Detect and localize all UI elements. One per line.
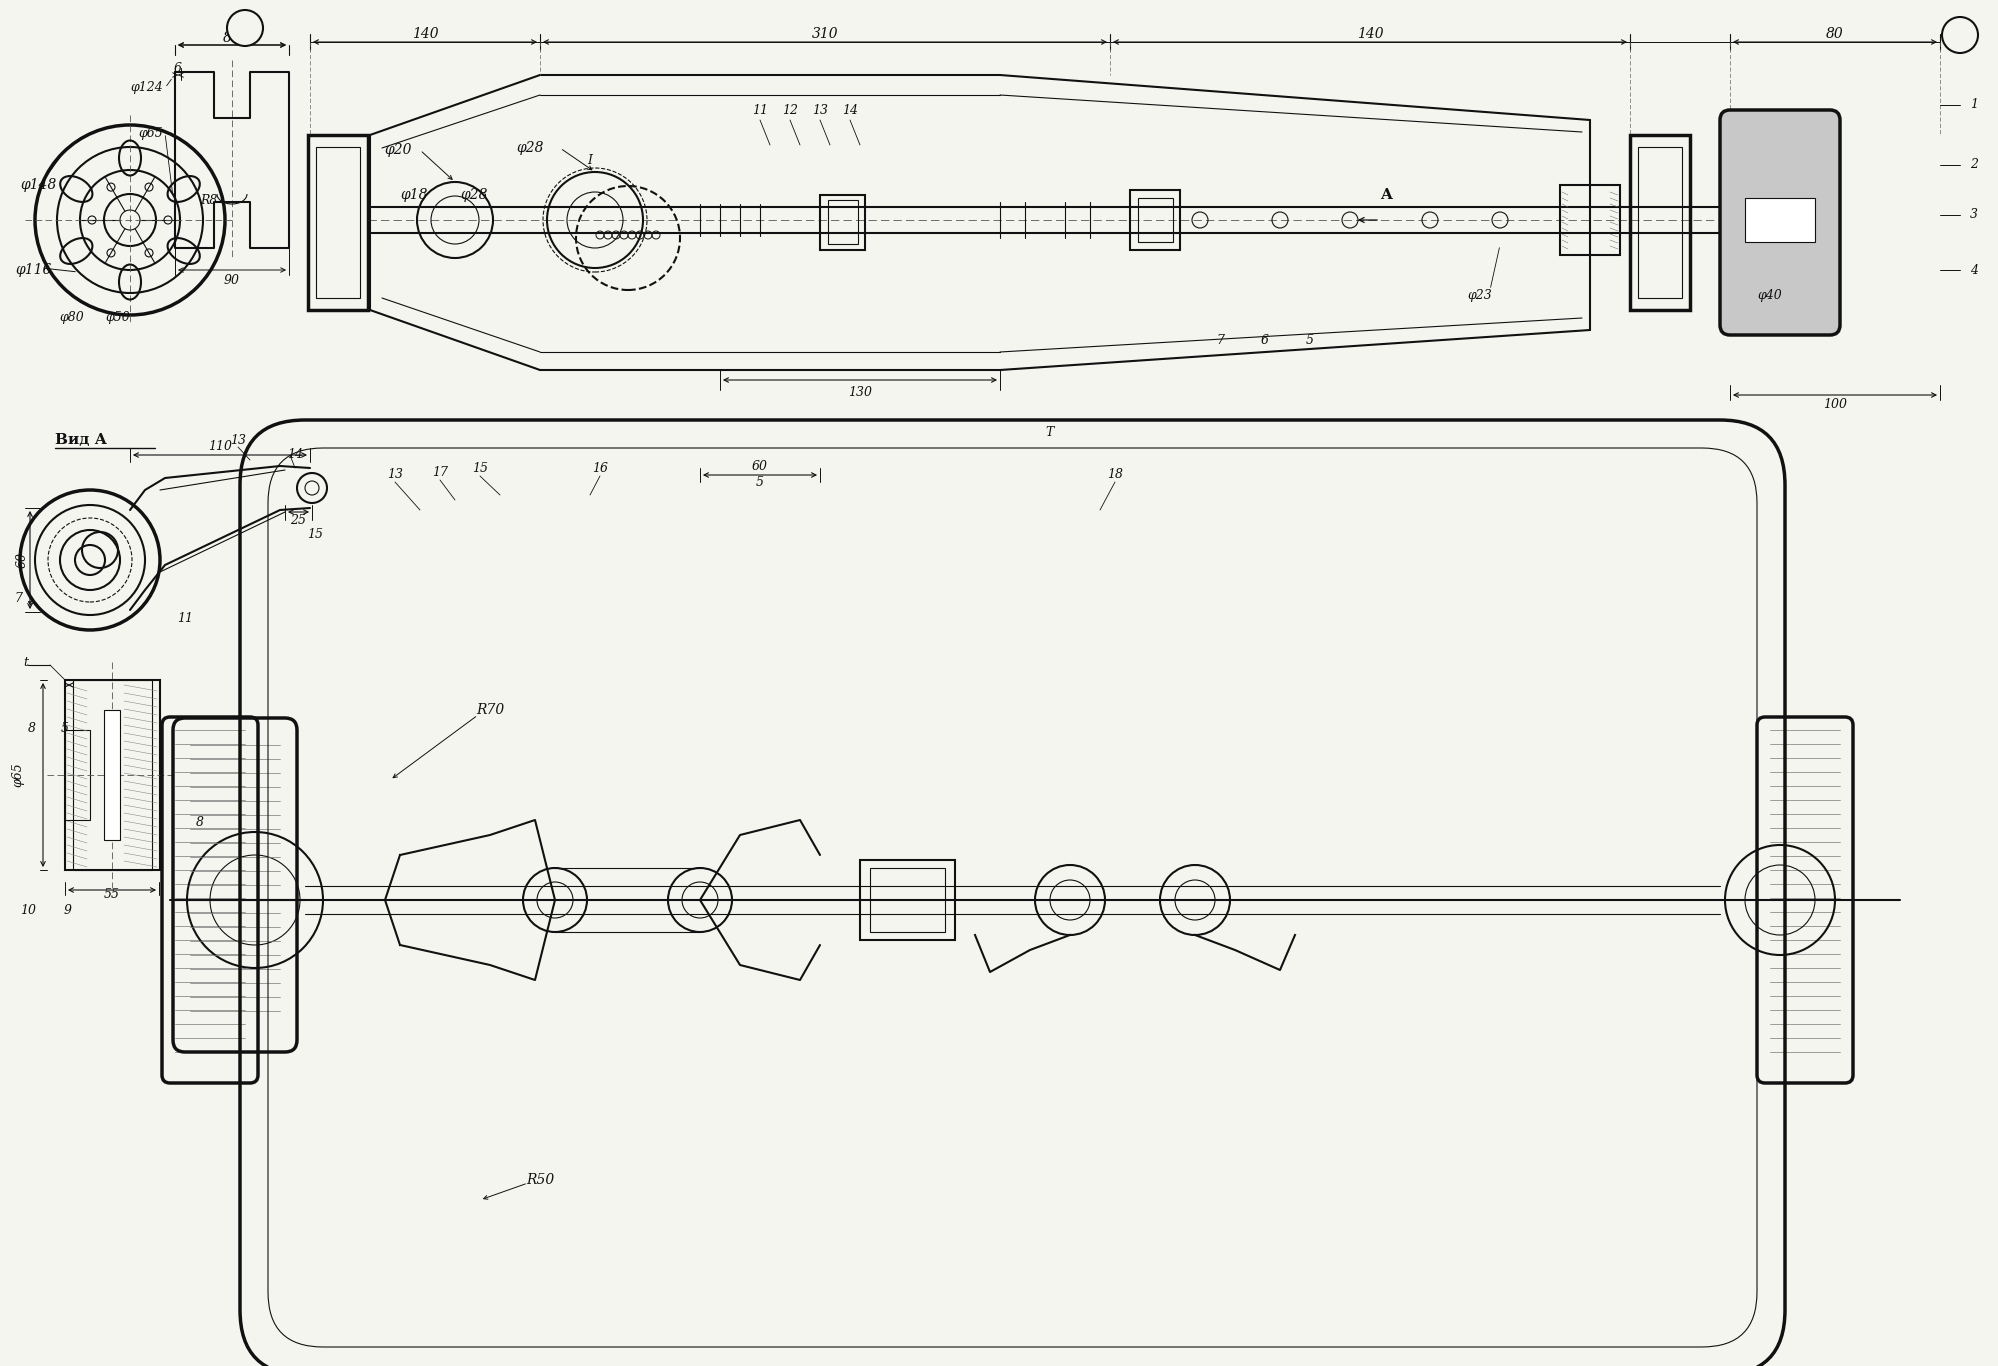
Text: R70: R70	[476, 703, 503, 717]
Text: φ80: φ80	[60, 311, 84, 325]
Text: φ40: φ40	[1758, 288, 1782, 302]
Text: 5: 5	[1307, 333, 1315, 347]
Bar	[819, 195, 865, 250]
Text: 17: 17	[432, 466, 448, 478]
Text: 6: 6	[174, 61, 182, 75]
Text: φ65: φ65	[12, 762, 24, 787]
Bar	[74, 680, 152, 870]
Text: 14: 14	[841, 104, 857, 116]
Text: 7: 7	[14, 591, 22, 605]
Text: 3: 3	[1970, 209, 1978, 221]
Text: R8: R8	[200, 194, 218, 206]
Text: 1: 1	[1954, 27, 1966, 42]
Text: 2: 2	[240, 19, 252, 37]
Bar	[308, 135, 368, 310]
Text: 25: 25	[290, 514, 306, 526]
Text: R50: R50	[525, 1173, 553, 1187]
Text: 130: 130	[847, 385, 871, 399]
Text: 18: 18	[1107, 469, 1123, 481]
Text: φ124: φ124	[130, 82, 164, 94]
Text: φ28: φ28	[460, 189, 488, 202]
Text: 16: 16	[591, 462, 607, 474]
Text: I: I	[587, 153, 593, 167]
Bar	[827, 199, 857, 245]
Text: 90: 90	[224, 273, 240, 287]
Text: 110: 110	[208, 440, 232, 454]
Text: Вид А: Вид А	[56, 433, 108, 447]
Text: 15: 15	[472, 462, 488, 474]
Text: 1: 1	[1970, 98, 1978, 112]
Text: 5: 5	[755, 477, 763, 489]
Text: 11: 11	[178, 612, 194, 624]
Text: 60: 60	[16, 552, 28, 568]
Text: 8: 8	[196, 816, 204, 829]
Text: φ20: φ20	[384, 143, 412, 157]
Text: φ116: φ116	[16, 264, 52, 277]
Bar	[66, 729, 90, 820]
Text: 80: 80	[1826, 27, 1844, 41]
Text: 15: 15	[308, 529, 324, 541]
Bar	[1131, 190, 1181, 250]
Text: A: A	[1381, 189, 1393, 202]
Text: 84: 84	[224, 31, 242, 45]
Bar	[104, 710, 120, 840]
Bar	[869, 867, 945, 932]
Text: 9: 9	[64, 903, 72, 917]
Text: 8: 8	[28, 721, 36, 735]
Text: 5: 5	[62, 721, 70, 735]
Text: 14: 14	[288, 448, 304, 462]
FancyBboxPatch shape	[1720, 111, 1840, 335]
Text: 13: 13	[388, 469, 404, 481]
Bar	[66, 680, 160, 870]
Bar	[1630, 135, 1690, 310]
Text: φ148: φ148	[20, 178, 56, 193]
Text: 310: 310	[811, 27, 839, 41]
Bar	[1638, 148, 1682, 298]
Text: 10: 10	[20, 903, 36, 917]
Text: 60: 60	[751, 460, 767, 474]
Text: φ18: φ18	[400, 189, 428, 202]
Text: t: t	[24, 656, 28, 668]
Text: φ50: φ50	[106, 311, 130, 325]
Text: 140: 140	[1357, 27, 1383, 41]
Text: φ65: φ65	[138, 127, 164, 139]
Text: 7: 7	[1217, 333, 1225, 347]
Text: 13: 13	[811, 104, 827, 116]
Bar	[859, 861, 955, 940]
Text: 13: 13	[230, 433, 246, 447]
Bar	[1560, 184, 1620, 255]
Circle shape	[1942, 16, 1978, 53]
Text: 4: 4	[1970, 264, 1978, 276]
Text: 11: 11	[751, 104, 767, 116]
Text: 140: 140	[412, 27, 438, 41]
Text: φ28: φ28	[515, 141, 543, 154]
Text: φ23: φ23	[1469, 288, 1493, 302]
Bar	[1744, 198, 1814, 242]
Text: 2: 2	[1970, 158, 1978, 172]
Circle shape	[228, 10, 264, 46]
Text: 6: 6	[1261, 333, 1269, 347]
Text: 12: 12	[781, 104, 797, 116]
Bar	[1139, 198, 1173, 242]
Bar	[316, 148, 360, 298]
Text: T: T	[1045, 425, 1055, 438]
Text: 100: 100	[1822, 399, 1846, 411]
Text: 55: 55	[104, 888, 120, 902]
